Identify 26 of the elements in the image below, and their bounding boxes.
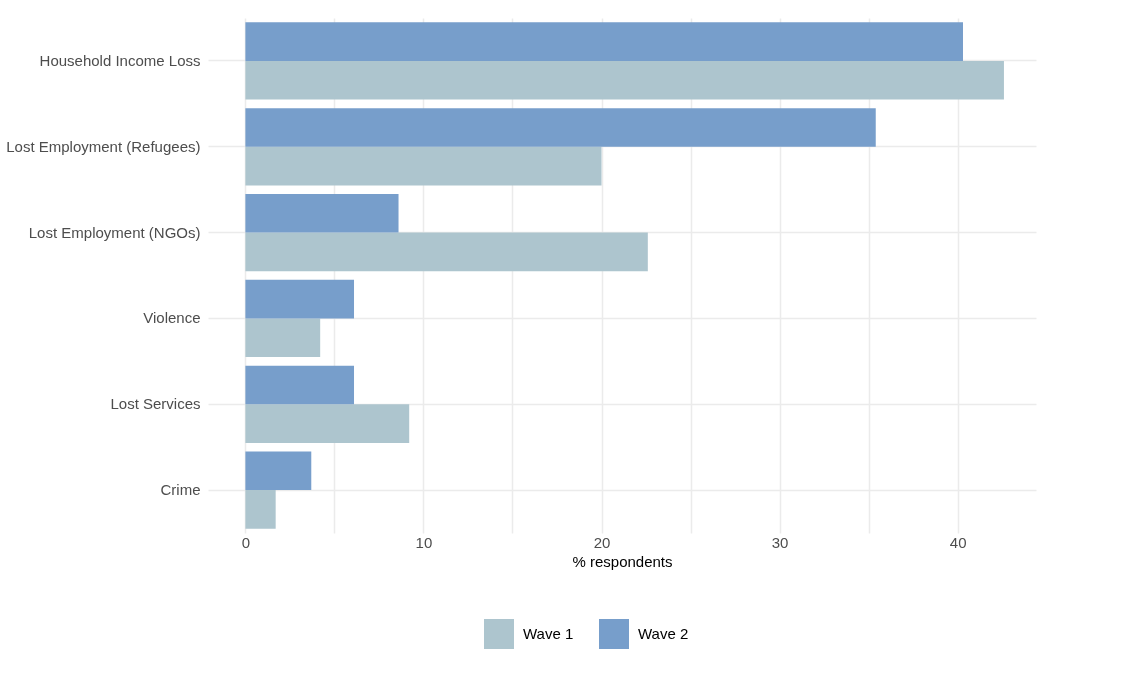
x-axis-title: % respondents: [572, 552, 673, 570]
y-tick-label: Lost Employment (Refugees): [6, 137, 201, 155]
bar: [245, 490, 276, 529]
bar: [245, 193, 399, 233]
bar: [245, 451, 312, 491]
x-tick-label: 40: [949, 533, 967, 551]
x-tick-label: 30: [771, 533, 789, 551]
bar: [245, 279, 355, 319]
x-tick-label: 10: [415, 533, 433, 551]
bar: [245, 60, 1004, 100]
bar: [245, 22, 963, 61]
y-tick-label: Violence: [143, 309, 201, 327]
y-tick-label: Lost Employment (NGOs): [28, 223, 201, 241]
bar: [245, 108, 876, 147]
y-tick-label: Lost Services: [110, 395, 201, 413]
legend-label: Wave 1: [523, 625, 574, 642]
y-tick-label: Household Income Loss: [39, 51, 201, 69]
bar: [245, 404, 410, 443]
y-tick-label: Crime: [160, 481, 201, 499]
legend-label: Wave 2: [638, 625, 689, 642]
bar: [245, 146, 602, 186]
bar: [245, 318, 321, 358]
x-tick-label: 0: [241, 533, 251, 551]
bar: [245, 232, 648, 272]
bar: [245, 365, 355, 405]
x-tick-label: 20: [593, 533, 611, 551]
